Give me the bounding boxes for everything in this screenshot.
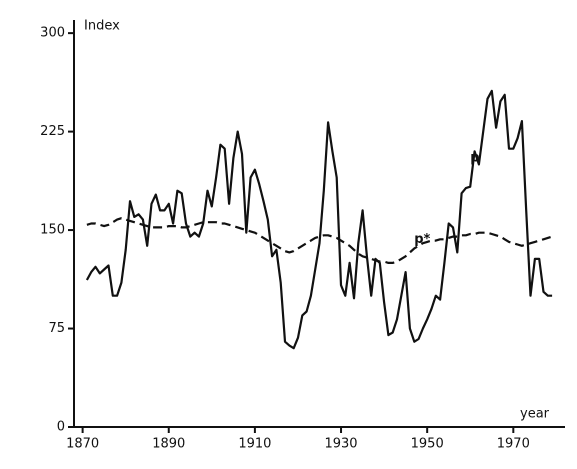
- x-axis-label: year: [520, 407, 550, 422]
- x-tick-label: 1870: [66, 437, 99, 452]
- x-tick-label: 1970: [497, 437, 530, 452]
- y-tick-label: 300: [40, 26, 65, 41]
- y-tick-label: 225: [40, 124, 65, 139]
- annotation: p*: [414, 232, 430, 247]
- x-tick-label: 1910: [238, 437, 271, 452]
- x-tick-label: 1890: [152, 437, 185, 452]
- y-tick-label: 150: [40, 223, 65, 238]
- y-axis-label: Index: [84, 19, 120, 34]
- x-tick-label: 1930: [324, 437, 357, 452]
- x-tick-label: 1950: [411, 437, 444, 452]
- line-series: [85, 89, 553, 350]
- y-tick-label: 0: [57, 420, 65, 435]
- axes: [73, 20, 565, 428]
- y-tick-label: 75: [48, 321, 65, 336]
- annotation: p: [470, 150, 479, 165]
